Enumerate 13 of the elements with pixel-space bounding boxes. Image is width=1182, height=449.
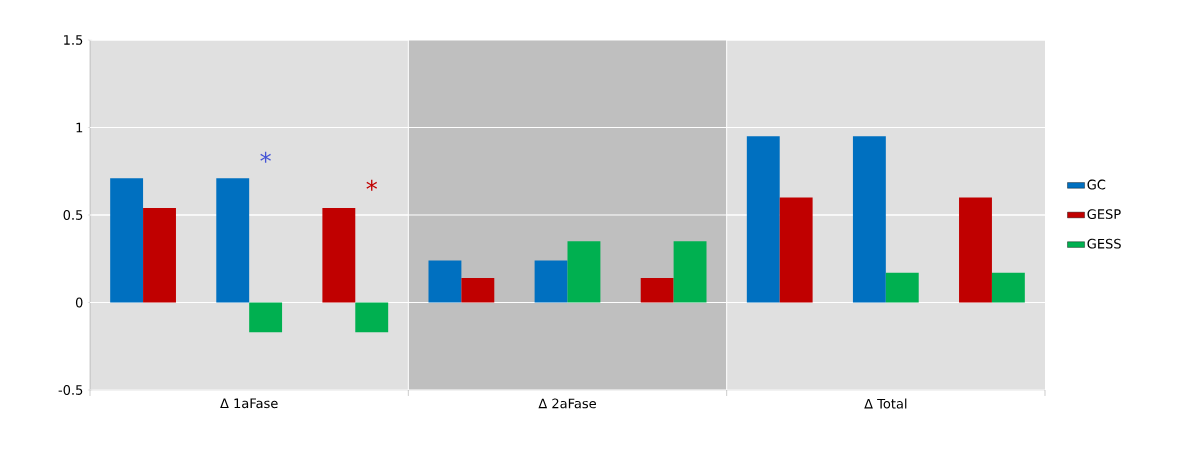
legend-label: GC [1087, 179, 1106, 190]
text: Δ 1aFase [220, 398, 278, 409]
annotation: * [260, 151, 271, 163]
annotation: * [366, 179, 378, 191]
y-tick-label: -0.5 [58, 385, 83, 395]
y-tick-label: 0.5 [63, 210, 83, 220]
y-tick-label: 1 [76, 122, 83, 133]
y-tick-label: 1.5 [64, 35, 83, 45]
legend-label: GESS [1087, 238, 1121, 249]
y-tick-label: 0 [75, 297, 83, 308]
text: Δ Total [864, 398, 907, 409]
legend-label: GESP [1087, 209, 1121, 220]
text: Δ 2aFase [538, 398, 596, 409]
